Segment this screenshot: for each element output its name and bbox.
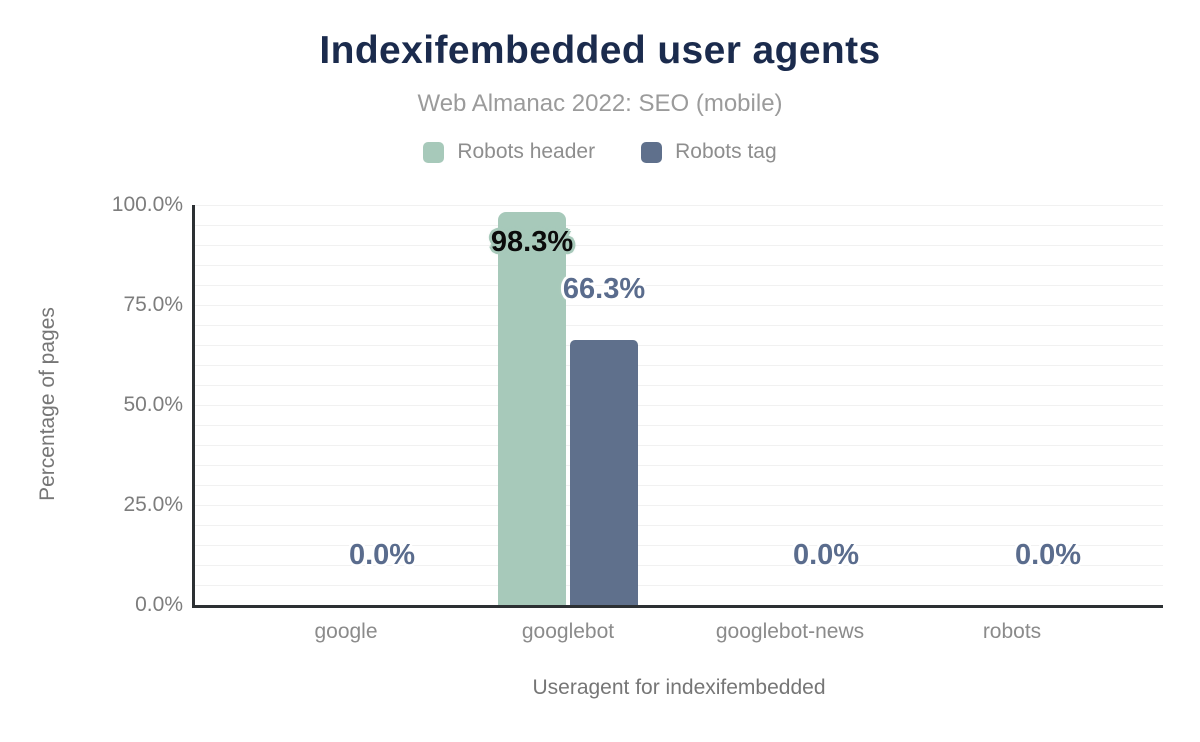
gridline-75 — [195, 305, 1163, 306]
chart-title: Indexifembedded user agents — [319, 29, 881, 72]
legend-swatch-robots-tag — [641, 141, 663, 163]
gridline-90 — [195, 245, 1163, 246]
y-tick-label-4: 100.0% — [111, 193, 183, 216]
x-axis-line — [192, 605, 1163, 608]
y-tick-label-3: 75.0% — [123, 293, 183, 316]
gridline-10 — [195, 565, 1163, 566]
chart-subtitle: Web Almanac 2022: SEO (mobile) — [417, 90, 783, 117]
y-tick-label-0: 0.0% — [135, 593, 183, 616]
y-tick-label-2: 50.0% — [123, 393, 183, 416]
legend-item-robots-tag: Robots tag — [641, 140, 777, 164]
value-label-robots-tag-googlebot: 66.3% — [562, 272, 646, 305]
gridline-70 — [195, 325, 1163, 326]
legend-label: Robots tag — [675, 140, 777, 163]
x-axis-label-googlebot-news: googlebot-news — [715, 620, 865, 643]
gridline-95 — [195, 225, 1163, 226]
gridline-65 — [195, 345, 1163, 346]
gridline-35 — [195, 465, 1163, 466]
bar-robots-header-googlebot — [498, 211, 566, 605]
x-axis-label-google: google — [314, 620, 378, 643]
value-label-robots-header-googlebot: 98.3% — [490, 225, 574, 258]
gridline-20 — [195, 525, 1163, 526]
gridline-30 — [195, 485, 1163, 486]
y-tick-label-1: 25.0% — [123, 493, 183, 516]
value-label-google: 0.0% — [348, 539, 416, 571]
x-axis-label-robots: robots — [982, 620, 1042, 643]
gridline-85 — [195, 265, 1163, 266]
gridline-5 — [195, 585, 1163, 586]
gridline-15 — [195, 545, 1163, 546]
gridline-50 — [195, 405, 1163, 406]
legend: Robots header Robots tag — [0, 140, 1200, 164]
value-label-robots: 0.0% — [1014, 539, 1082, 571]
gridline-100 — [195, 205, 1163, 206]
gridline-40 — [195, 445, 1163, 446]
plot-area: 0.0% 98.3% 66.3% 0.0% 0.0% — [192, 205, 1163, 608]
gridline-55 — [195, 385, 1163, 386]
x-axis-label-googlebot: googlebot — [521, 620, 615, 643]
value-label-googlebot-news: 0.0% — [792, 539, 860, 571]
legend-swatch-robots-header — [423, 141, 445, 163]
gridline-25 — [195, 505, 1163, 506]
legend-item-robots-header: Robots header — [423, 140, 595, 164]
legend-label: Robots header — [457, 140, 596, 163]
x-axis-title: Useragent for indexifembedded — [532, 676, 826, 699]
y-axis-line — [192, 205, 195, 605]
gridline-80 — [195, 285, 1163, 286]
bar-robots-tag-googlebot — [570, 339, 638, 605]
gridline-45 — [195, 425, 1163, 426]
gridline-60 — [195, 365, 1163, 366]
